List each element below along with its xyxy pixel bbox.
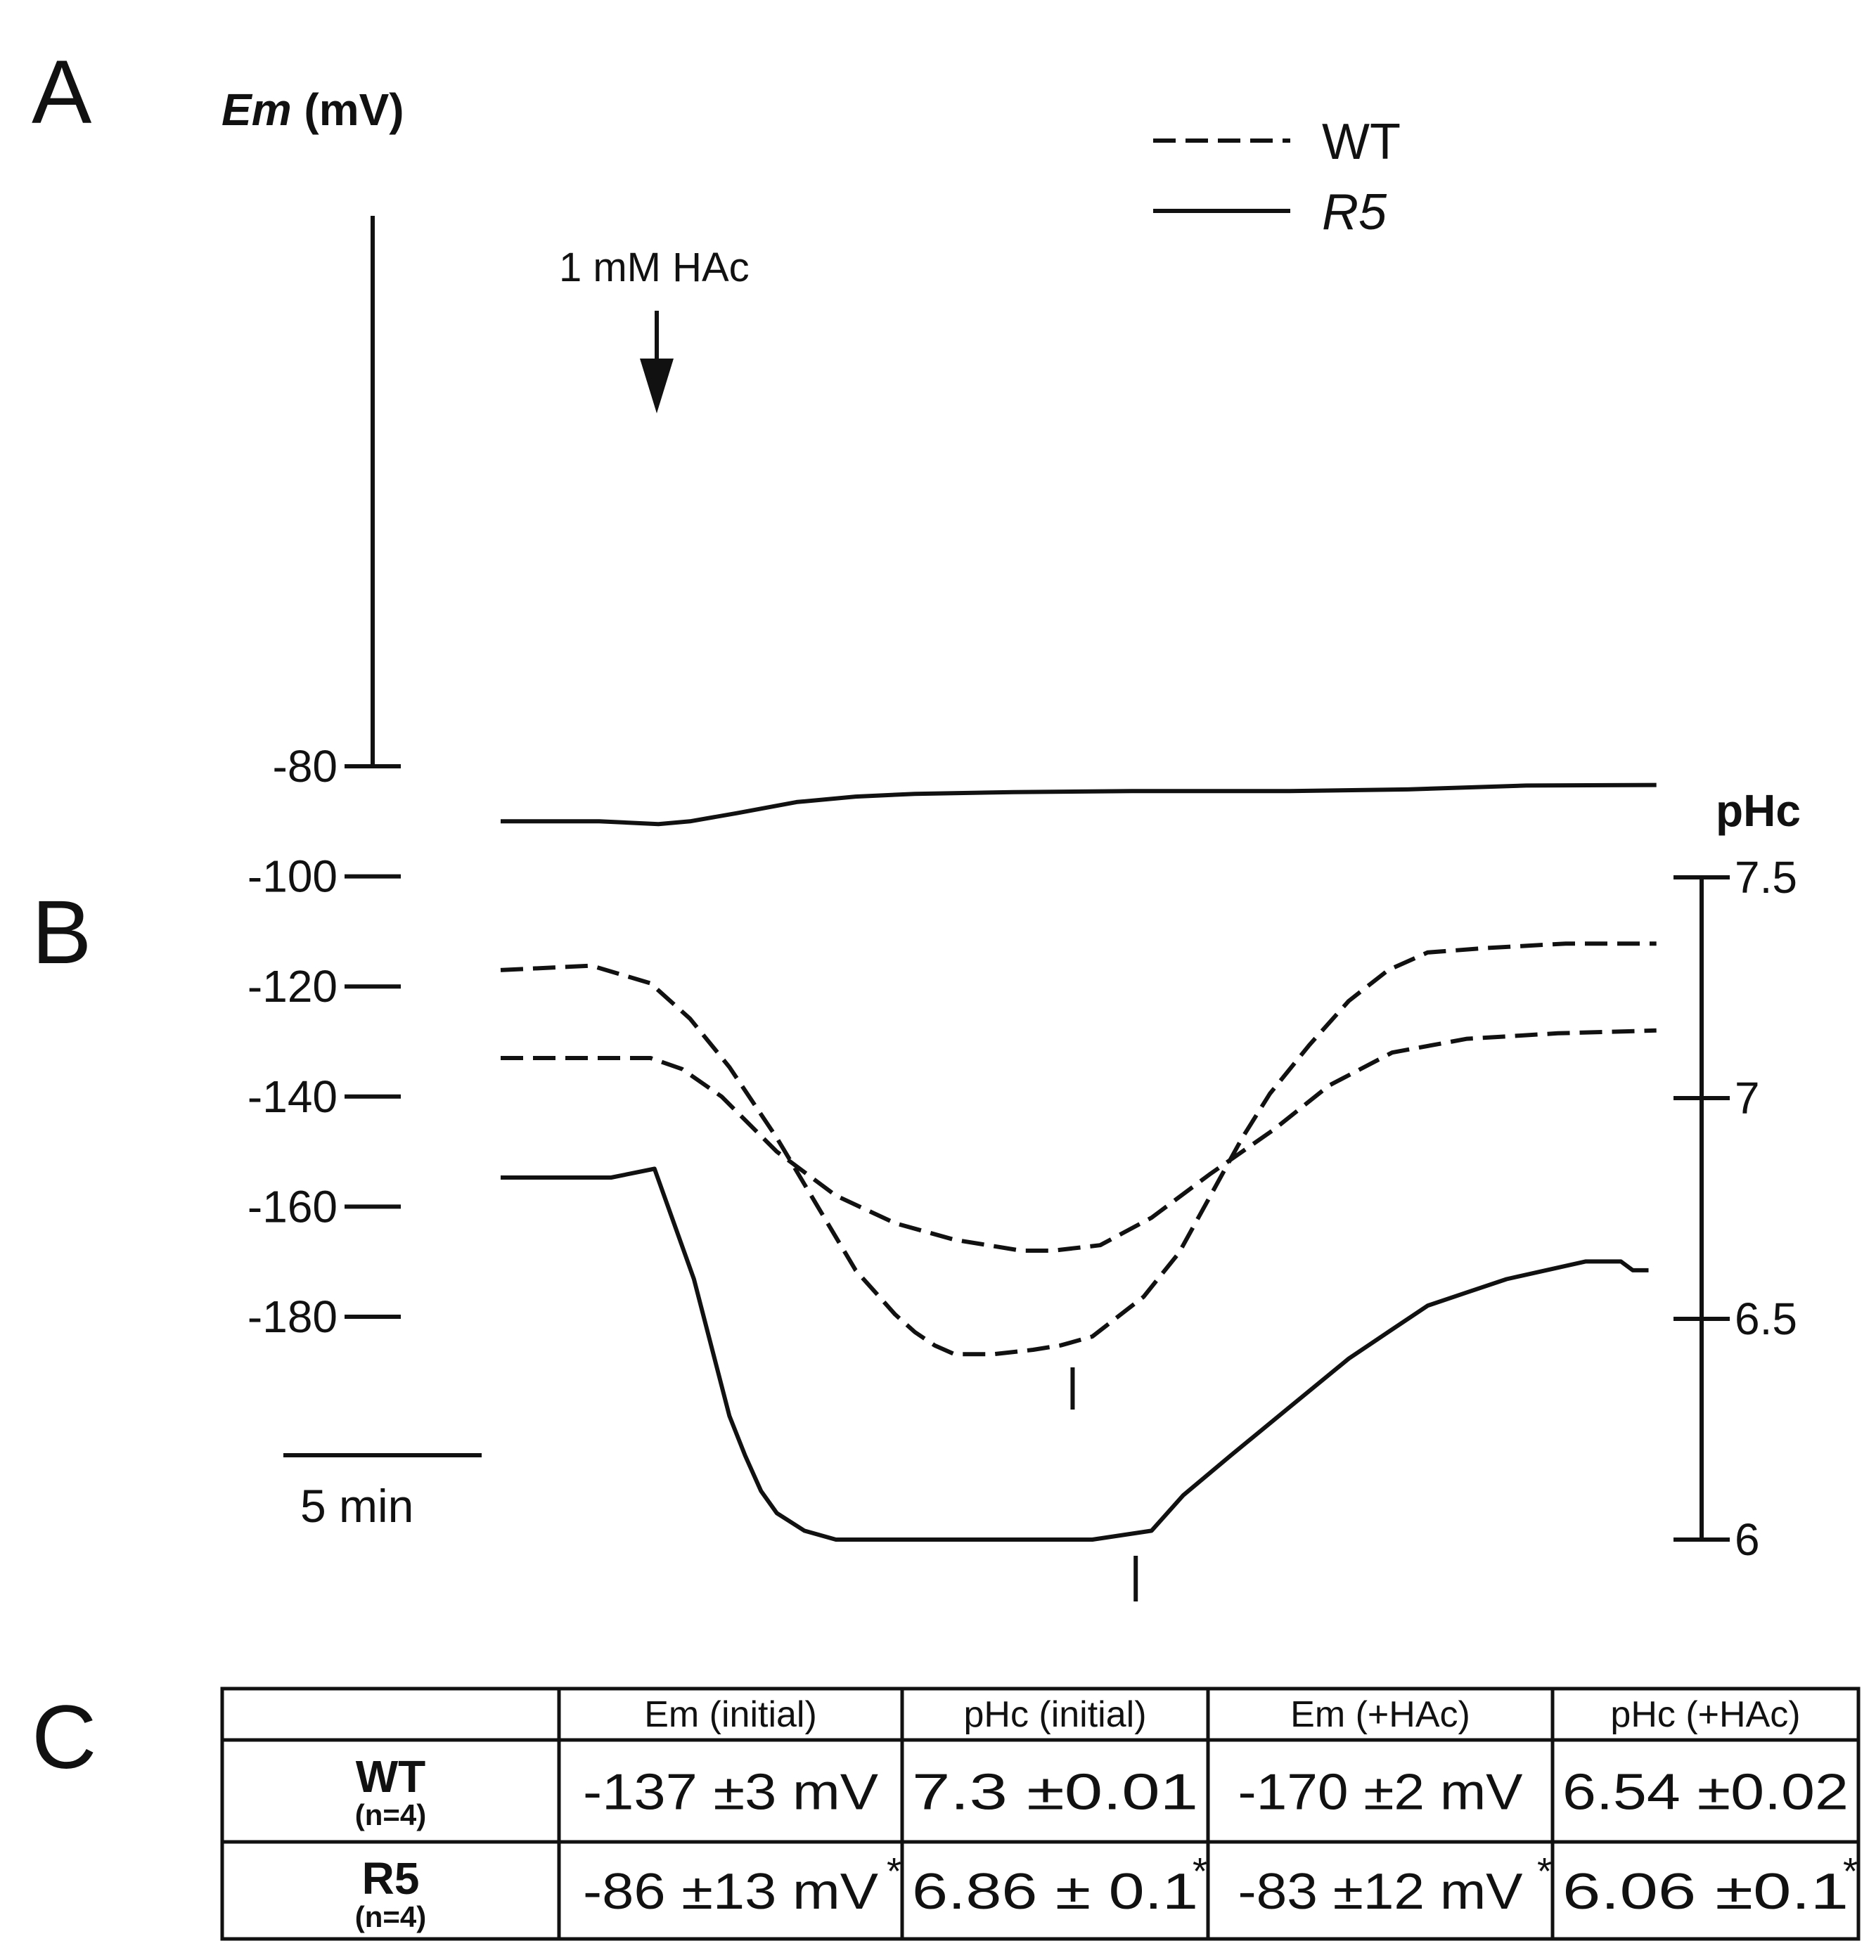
panel-b-series-wt: [500, 941, 1657, 1357]
legend-r5-label: R5: [1322, 184, 1387, 240]
table-border: [220, 1687, 1861, 1941]
panel-a-tick-label: -100: [248, 851, 338, 902]
table-cell: -137 ±3 mV: [583, 1765, 878, 1821]
hac-annotation-label: 1 mM HAc: [559, 245, 750, 290]
panel-a-series-r5: [501, 782, 1657, 827]
table-column-header: pHc (+HAc): [1610, 1694, 1800, 1735]
panel-a-tick-label: -180: [248, 1291, 338, 1342]
table-row-sublabel: (n=4): [355, 1798, 427, 1831]
panel-a-y-axis-title: Em (mV): [221, 84, 404, 135]
table-cell: 6.54 ±0.02: [1562, 1765, 1849, 1821]
table-significance-star: *: [887, 1850, 901, 1893]
legend: WT R5: [1153, 114, 1401, 240]
table-significance-star: *: [1537, 1850, 1552, 1893]
table-cell: 7.3 ±0.01: [912, 1765, 1198, 1821]
results-table: Em (initial) pHc (initial) Em (+HAc) pHc (+…: [220, 1687, 1861, 1941]
scale-bar-label: 5 min: [300, 1480, 413, 1532]
table-cell: -170 ±2 mV: [1238, 1765, 1523, 1821]
panel-b-y-axis: pHc 7.5 7 6.5 6: [1673, 785, 1801, 1565]
panel-b-series-r5: [501, 1166, 1649, 1542]
legend-wt-label: WT: [1322, 114, 1401, 170]
panel-a-tick-label: -120: [248, 961, 338, 1012]
panel-label-b: B: [32, 882, 91, 983]
panel-b-tick-label: 7: [1735, 1073, 1760, 1123]
panel-a-tick-label: -140: [248, 1071, 338, 1122]
scale-bar: 5 min: [283, 1453, 482, 1532]
panel-b-plot: [500, 941, 1657, 1601]
panel-b-tick-label: 6: [1735, 1514, 1760, 1565]
panel-b-tick-label: 6.5: [1735, 1294, 1797, 1344]
table-row-sublabel: (n=4): [355, 1900, 427, 1933]
panel-a-y-axis: Em (mV) -180 -160 -140 -120 -100 -80: [221, 84, 404, 1342]
table-cell: 6.86 ± 0.1: [912, 1864, 1198, 1920]
panel-b-y-axis-title: pHc: [1716, 785, 1801, 836]
hac-arrow-head: [640, 359, 674, 413]
panel-label-a: A: [32, 42, 92, 143]
table-column-header: Em (initial): [644, 1694, 817, 1735]
table-row-label: R5: [362, 1853, 420, 1904]
panel-a-series-wt: [501, 1028, 1657, 1253]
table-column-header: Em (+HAc): [1290, 1694, 1470, 1735]
panel-b-tick-label: 7.5: [1735, 852, 1797, 903]
hac-annotation: 1 mM HAc: [559, 245, 750, 413]
panel-a-plot: [501, 782, 1657, 1253]
table-cell: 6.06 ±0.1: [1562, 1864, 1849, 1920]
table-row-label: WT: [356, 1751, 426, 1802]
table-cell: -86 ±13 mV: [583, 1864, 878, 1920]
panel-a-tick-label: -80: [273, 741, 338, 792]
table-column-header: pHc (initial): [963, 1694, 1146, 1735]
panel-label-c: C: [32, 1687, 96, 1788]
panel-a-tick-label: -160: [248, 1181, 338, 1232]
table-significance-star: *: [1193, 1850, 1207, 1893]
table-significance-star: *: [1843, 1850, 1858, 1893]
table-cell: -83 ±12 mV: [1238, 1864, 1523, 1920]
